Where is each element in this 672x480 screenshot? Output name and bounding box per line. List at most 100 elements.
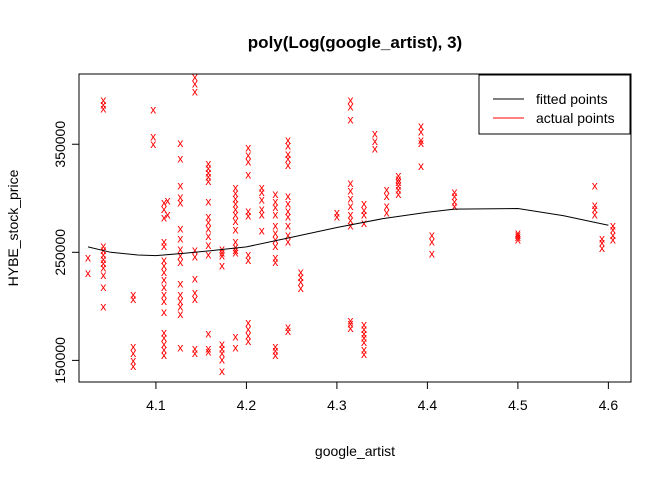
actual-point: x	[245, 148, 251, 162]
legend-box	[478, 74, 631, 135]
actual-point: x	[130, 292, 136, 306]
actual-point: x	[272, 218, 278, 232]
actual-point: x	[100, 102, 106, 116]
actual-point: x	[259, 180, 265, 194]
actual-point: x	[161, 211, 167, 225]
actual-point: x	[165, 193, 171, 207]
actual-point: x	[100, 247, 106, 261]
actual-point: x	[192, 84, 198, 98]
actual-point: x	[285, 138, 291, 152]
actual-point: x	[285, 228, 291, 242]
actual-point: x	[161, 253, 167, 267]
actual-point: x	[452, 189, 458, 203]
actual-point: x	[205, 238, 211, 252]
y-axis-label: HYBE_stock_price	[5, 169, 21, 286]
actual-point: x	[298, 265, 304, 279]
actual-point: x	[177, 249, 183, 263]
actual-point: x	[347, 93, 353, 107]
actual-point: x	[272, 239, 278, 253]
actual-point: x	[192, 341, 198, 355]
actual-point: x	[361, 197, 367, 211]
actual-point: x	[395, 178, 401, 192]
actual-point: x	[192, 70, 198, 84]
actual-point: x	[165, 207, 171, 221]
actual-point: x	[610, 232, 616, 246]
actual-point: x	[285, 151, 291, 165]
actual-point: x	[395, 175, 401, 189]
actual-point: x	[233, 197, 239, 211]
actual-point: x	[161, 325, 167, 339]
actual-point: x	[233, 240, 239, 254]
x-tick-label: 4.1	[146, 397, 166, 413]
actual-point: x	[361, 335, 367, 349]
actual-point: x	[361, 322, 367, 336]
actual-point: x	[418, 133, 424, 147]
actual-point: x	[259, 207, 265, 221]
chart-title: poly(Log(google_artist), 3)	[248, 33, 462, 52]
actual-point: x	[361, 326, 367, 340]
actual-point: x	[219, 258, 225, 272]
actual-point: x	[285, 147, 291, 161]
actual-point: x	[233, 186, 239, 200]
actual-point: x	[161, 239, 167, 253]
actual-point: x	[610, 223, 616, 237]
actual-point: x	[395, 183, 401, 197]
actual-point: x	[219, 337, 225, 351]
actual-point: x	[100, 260, 106, 274]
actual-point: x	[259, 202, 265, 216]
actual-point: x	[384, 189, 390, 203]
actual-point: x	[285, 235, 291, 249]
y-tick-label: 150000	[52, 337, 68, 384]
actual-point: x	[100, 93, 106, 107]
actual-point: x	[515, 226, 521, 240]
x-tick-label: 4.6	[599, 397, 619, 413]
actual-point: x	[219, 346, 225, 360]
actual-point: x	[259, 185, 265, 199]
actual-point: x	[205, 345, 211, 359]
actual-point: x	[272, 251, 278, 265]
actual-point: x	[361, 203, 367, 217]
actual-point: x	[515, 228, 521, 242]
actual-point: x	[192, 346, 198, 360]
actual-point: x	[219, 352, 225, 366]
actual-point: x	[384, 205, 390, 219]
actual-point: x	[177, 294, 183, 308]
actual-point: x	[233, 243, 239, 257]
actual-point: x	[452, 199, 458, 213]
actual-point: x	[161, 294, 167, 308]
actual-point: x	[272, 232, 278, 246]
actual-point: x	[161, 280, 167, 294]
actual-point: x	[245, 155, 251, 169]
actual-point: x	[205, 174, 211, 188]
actual-point: x	[233, 191, 239, 205]
actual-point: x	[347, 213, 353, 227]
actual-point: x	[285, 210, 291, 224]
actual-point: x	[205, 210, 211, 224]
actual-point: x	[219, 245, 225, 259]
actual-point: x	[452, 185, 458, 199]
actual-point: x	[272, 226, 278, 240]
actual-point: x	[130, 339, 136, 353]
actual-point: x	[85, 266, 91, 280]
actual-point: x	[347, 112, 353, 126]
actual-point: x	[384, 199, 390, 213]
actual-point: x	[130, 359, 136, 373]
actual-point: x	[161, 287, 167, 301]
actual-point: x	[100, 97, 106, 111]
actual-point: x	[245, 253, 251, 267]
actual-point: x	[418, 124, 424, 138]
actual-point: x	[272, 195, 278, 209]
actual-point: x	[347, 207, 353, 221]
actual-point: x	[130, 287, 136, 301]
actual-point: x	[205, 247, 211, 261]
actual-point: x	[285, 158, 291, 172]
actual-point: x	[361, 318, 367, 332]
actual-point: x	[599, 236, 605, 250]
actual-point: x	[233, 223, 239, 237]
actual-point: x	[205, 195, 211, 209]
actual-point: x	[192, 285, 198, 299]
actual-point: x	[372, 142, 378, 156]
actual-point: x	[150, 103, 156, 117]
actual-point: x	[259, 224, 265, 238]
actual-point: x	[192, 77, 198, 91]
